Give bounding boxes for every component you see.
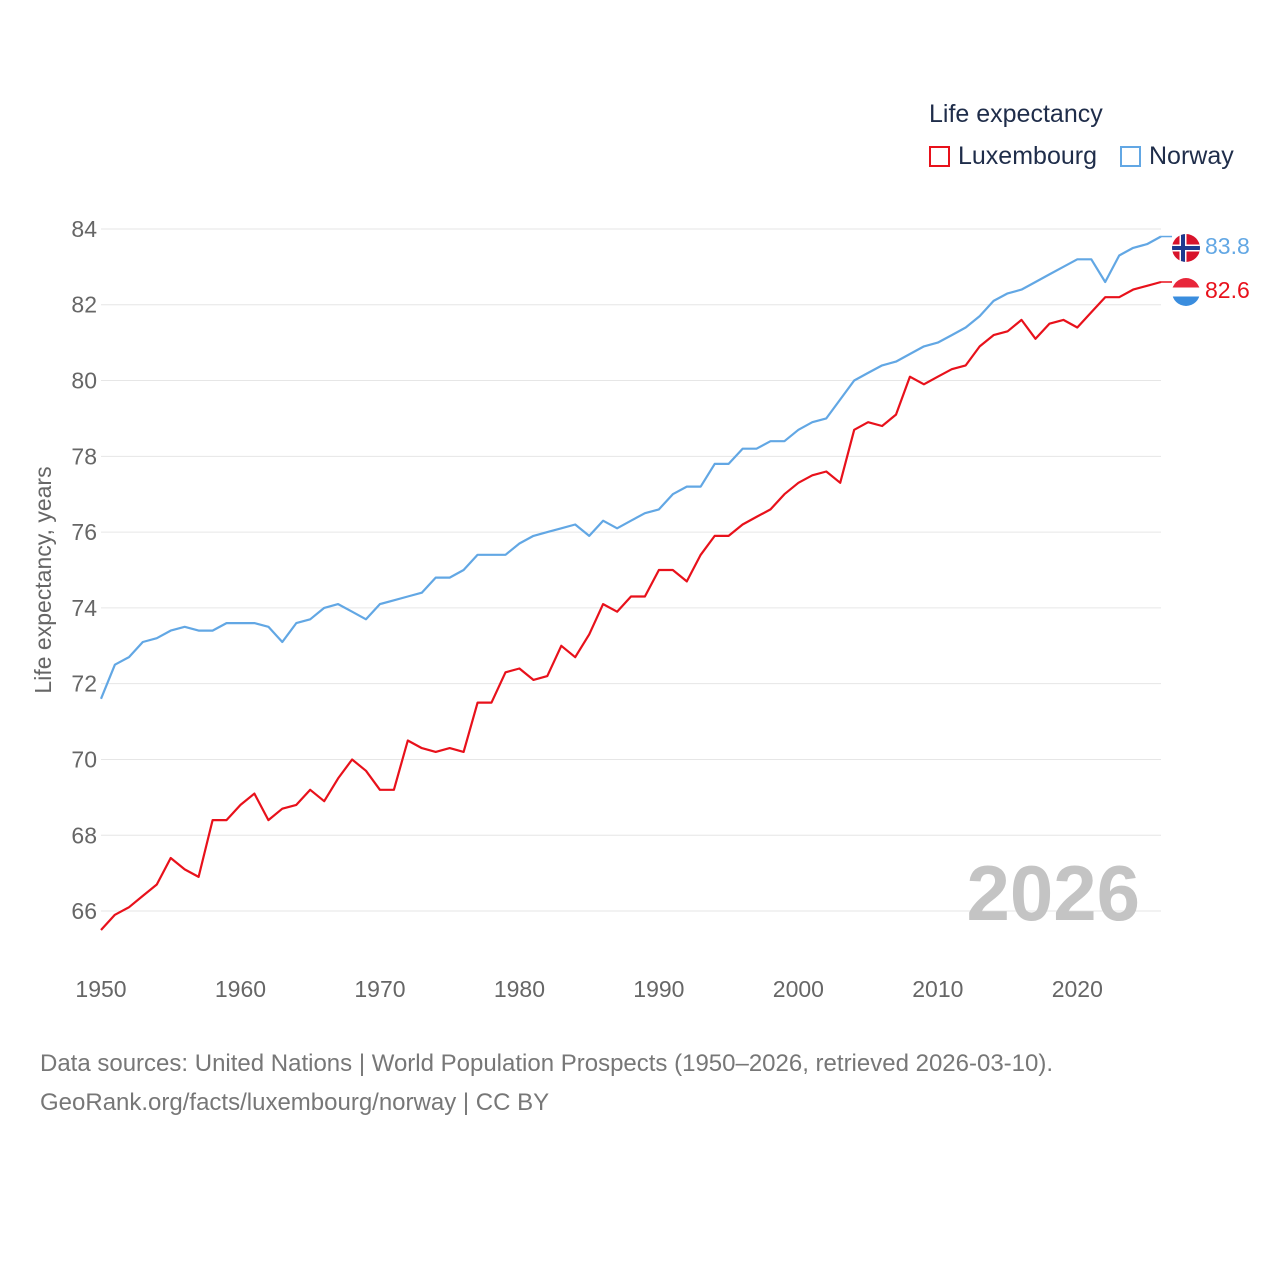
legend-swatch-norway <box>1120 146 1141 167</box>
series-lines <box>99 235 1172 931</box>
legend-label-luxembourg: Luxembourg <box>958 142 1097 170</box>
x-tick-label: 1990 <box>633 976 684 1002</box>
legend-swatch-luxembourg <box>929 146 950 167</box>
end-markers <box>1172 234 1200 306</box>
x-tick-label: 1980 <box>494 976 545 1002</box>
y-tick-label: 84 <box>71 216 97 242</box>
y-tick-label: 82 <box>71 292 97 318</box>
luxembourg-end-value-label: 82.6 <box>1205 277 1250 303</box>
y-tick-label: 68 <box>71 822 97 848</box>
y-tick-label: 70 <box>71 746 97 772</box>
luxembourg-flag-icon <box>1172 278 1200 306</box>
data-sources: Data sources: United Nations | World Pop… <box>40 1044 1053 1122</box>
x-tick-label: 1970 <box>354 976 405 1002</box>
y-tick-label: 78 <box>71 443 97 469</box>
series-line-norway <box>99 235 1162 700</box>
y-axis-label: Life expectancy, years <box>30 466 56 693</box>
legend-item-luxembourg[interactable]: Luxembourg <box>929 142 1097 171</box>
y-tick-label: 66 <box>71 898 97 924</box>
legend-item-norway[interactable]: Norway <box>1120 142 1234 171</box>
x-axis-ticks: 1950 1960 1970 1980 1990 2000 2010 2020 <box>75 976 1102 1002</box>
y-tick-label: 74 <box>71 595 97 621</box>
y-tick-label: 80 <box>71 368 97 394</box>
sources-line-1: Data sources: United Nations | World Pop… <box>40 1050 1054 1077</box>
x-tick-label: 1950 <box>75 976 126 1002</box>
x-tick-label: 1960 <box>215 976 266 1002</box>
x-tick-label: 2000 <box>773 976 824 1002</box>
sources-line-2: GeoRank.org/facts/luxembourg/norway | CC… <box>40 1089 550 1116</box>
y-axis-ticks: 66 68 70 72 74 76 78 80 82 84 <box>71 216 97 924</box>
x-tick-label: 2010 <box>912 976 963 1002</box>
norway-flag-icon <box>1172 234 1200 262</box>
series-line-luxembourg <box>100 280 1162 931</box>
legend-title: Life expectancy <box>929 100 1103 128</box>
norway-end-value-label: 83.8 <box>1205 233 1250 259</box>
gridlines <box>101 228 1161 912</box>
x-tick-label: 2020 <box>1052 976 1103 1002</box>
y-tick-label: 72 <box>71 671 97 697</box>
current-year-watermark: 2026 <box>966 849 1140 937</box>
legend-label-norway: Norway <box>1149 142 1234 170</box>
y-tick-label: 76 <box>71 519 97 545</box>
